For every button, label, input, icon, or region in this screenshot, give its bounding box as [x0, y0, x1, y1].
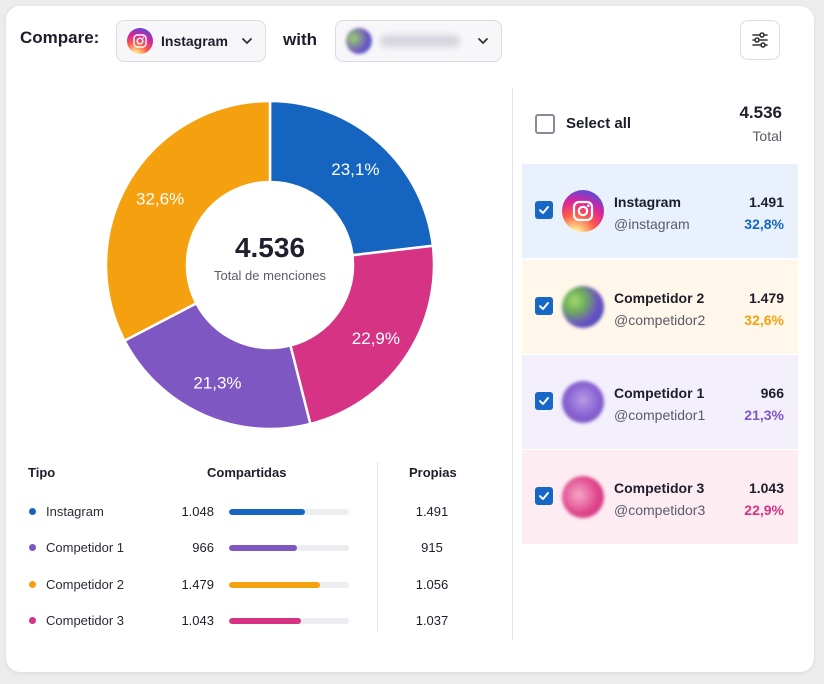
compare-item[interactable]: Competidor 3 @competidor3 1.043 22,9% [522, 450, 798, 544]
row-own-value: 1.056 [415, 577, 449, 592]
compare-label: Compare: [20, 28, 100, 47]
table-divider [377, 462, 378, 632]
table-row: Competidor 2 1.479 1.056 [0, 575, 500, 595]
series-dot [29, 617, 36, 624]
compare-item-value: 1.043 [748, 480, 784, 496]
donut-segment[interactable] [288, 244, 436, 426]
panel-total-label: Total [752, 128, 782, 144]
row-type: Competidor 1 [46, 540, 125, 555]
donut-segment[interactable] [104, 99, 272, 343]
panel-total-value: 4.536 [739, 103, 782, 122]
compare-item-handle: @competidor2 [614, 312, 706, 328]
compare-item-checkbox[interactable] [535, 487, 553, 505]
compare-item-name: Competidor 1 [614, 385, 705, 401]
shared-bar-track [229, 582, 349, 588]
donut-segment-label: 21,3% [193, 373, 241, 392]
competitor-avatar [562, 286, 604, 328]
compare-item-checkbox[interactable] [535, 392, 553, 410]
row-type: Competidor 3 [46, 613, 125, 628]
compare-item-name: Competidor 2 [614, 290, 705, 306]
shared-bar-track [229, 545, 349, 551]
compare-item-value: 966 [760, 385, 784, 401]
series-dot [29, 508, 36, 515]
compare-item-name: Competidor 3 [614, 480, 705, 496]
mentions-donut-chart: 23,1% 22,9% 21,3% 32,6% [104, 99, 436, 431]
instagram-logo-icon [127, 28, 153, 54]
row-shared-value: 1.048 [181, 504, 214, 519]
row-type: Instagram [46, 504, 104, 519]
checkmark-icon [539, 397, 549, 405]
compare-item-handle: @competidor3 [614, 502, 706, 518]
checkmark-icon [539, 492, 549, 500]
primary-account-select[interactable]: Instagram [116, 20, 266, 62]
col-header-tipo: Tipo [28, 465, 56, 480]
chevron-down-icon [242, 38, 252, 45]
filter-settings-button[interactable] [740, 20, 780, 60]
compare-item[interactable]: Competidor 2 @competidor2 1.479 32,6% [522, 260, 798, 354]
with-label: with [283, 30, 317, 49]
row-own-value: 1.491 [415, 504, 449, 519]
compare-item-value: 1.479 [748, 290, 784, 306]
row-type: Competidor 2 [46, 577, 125, 592]
donut-segment-label: 22,9% [352, 329, 400, 348]
table-row: Instagram 1.048 1.491 [0, 502, 500, 522]
col-header-compartidas: Compartidas [207, 465, 287, 480]
checkmark-icon [539, 302, 549, 310]
compare-item-name: Instagram [614, 194, 681, 210]
shared-bar-fill [229, 618, 301, 624]
shared-bar-track [229, 618, 349, 624]
compare-item[interactable]: Instagram @instagram 1.491 32,8% [522, 164, 798, 258]
compare-item-percent: 32,6% [744, 312, 784, 328]
compare-item-percent: 22,9% [744, 502, 784, 518]
row-shared-value: 1.479 [181, 577, 214, 592]
compare-account-avatar [346, 28, 372, 54]
select-all-checkbox[interactable] [535, 114, 555, 134]
shared-bar-fill [229, 545, 298, 551]
donut-total-label: Total de menciones [213, 268, 326, 283]
instagram-logo-icon [562, 190, 604, 232]
competitor-avatar [562, 381, 604, 423]
row-shared-value: 966 [192, 540, 214, 555]
compare-item-percent: 32,8% [744, 216, 784, 232]
sliders-icon [752, 32, 768, 48]
donut-segment-label: 23,1% [331, 160, 379, 179]
compare-account-select[interactable] [335, 20, 502, 62]
row-shared-value: 1.043 [181, 613, 214, 628]
compare-item-handle: @instagram [614, 216, 690, 232]
compare-item-checkbox[interactable] [535, 201, 553, 219]
row-own-value: 1.037 [415, 613, 449, 628]
chevron-down-icon [478, 38, 488, 45]
compare-account-name-redacted [380, 35, 460, 47]
shared-bar-fill [229, 509, 305, 515]
select-all-label[interactable]: Select all [566, 115, 632, 132]
series-dot [29, 544, 36, 551]
table-row: Competidor 3 1.043 1.037 [0, 611, 500, 631]
compare-item-percent: 21,3% [744, 407, 784, 423]
competitor-avatar [562, 476, 604, 518]
table-row: Competidor 1 966 915 [0, 538, 500, 558]
row-own-value: 915 [421, 540, 443, 555]
donut-segment[interactable] [268, 99, 435, 257]
primary-account-label: Instagram [161, 33, 228, 49]
panel-divider [512, 88, 513, 640]
compare-item-checkbox[interactable] [535, 297, 553, 315]
donut-segment-label: 32,6% [136, 189, 184, 208]
compare-item[interactable]: Competidor 1 @competidor1 966 21,3% [522, 355, 798, 449]
shared-bar-fill [229, 582, 321, 588]
col-header-propias: Propias [409, 465, 457, 480]
checkmark-icon [539, 206, 549, 214]
donut-segment[interactable] [122, 301, 312, 431]
shared-bar-track [229, 509, 349, 515]
compare-item-handle: @competidor1 [614, 407, 706, 423]
series-dot [29, 581, 36, 588]
compare-item-value: 1.491 [748, 194, 784, 210]
donut-total-value: 4.536 [234, 232, 306, 263]
